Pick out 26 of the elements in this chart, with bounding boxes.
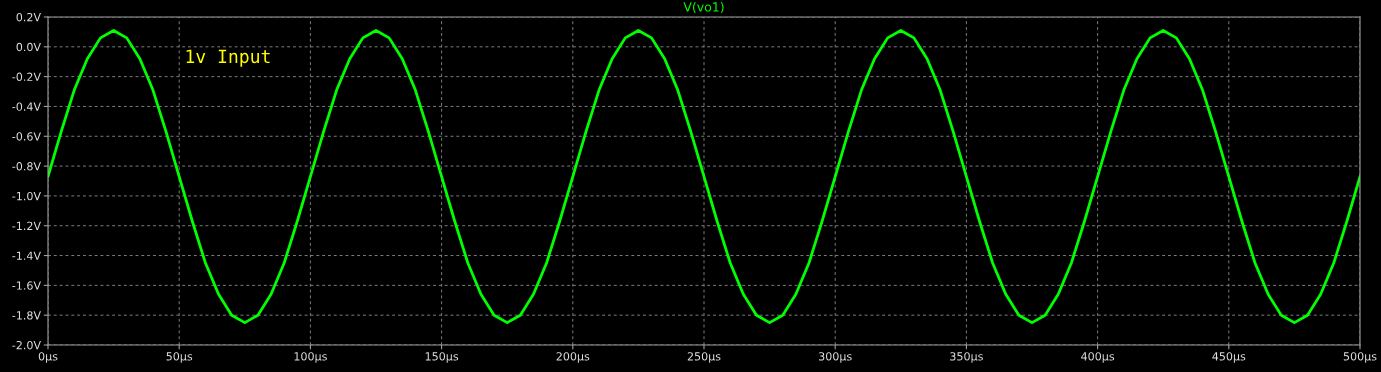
y-tick-label: -2.0V: [12, 340, 41, 350]
y-tick-label: -1.8V: [12, 311, 41, 320]
y-tick-label: -0.8V: [12, 162, 41, 171]
x-tick-label: 50µs: [166, 352, 193, 363]
y-tick-label: 0.0V: [16, 42, 41, 52]
y-tick-label: 0.2V: [16, 12, 41, 22]
x-tick-label: 100µs: [294, 352, 327, 363]
x-tick-label: 400µs: [1081, 352, 1115, 363]
x-tick-label: 200µs: [556, 352, 590, 363]
y-tick-label: -1.2V: [12, 221, 41, 230]
y-tick-label: -1.4V: [12, 251, 41, 260]
y-tick-label: -0.2V: [12, 72, 41, 82]
line-series: [48, 29, 1360, 325]
x-tick-label: 250µs: [687, 352, 721, 363]
y-tick-label: -0.6V: [12, 132, 41, 141]
x-tick-label: 500µs: [1343, 352, 1377, 363]
x-tick-label: 450µs: [1212, 352, 1246, 363]
x-tick-label: 0µs: [38, 352, 58, 363]
y-tick-label: -1.6V: [12, 281, 41, 290]
y-tick-label: -0.4V: [12, 102, 41, 111]
x-tick-label: 150µs: [425, 352, 459, 363]
y-tick-label: -1.0V: [12, 191, 41, 201]
chart-title: V(vo1): [683, 1, 724, 14]
x-tick-label: 300µs: [819, 352, 852, 363]
annotation: 1v Input: [186, 49, 270, 67]
x-tick-label: 350µs: [950, 352, 983, 363]
